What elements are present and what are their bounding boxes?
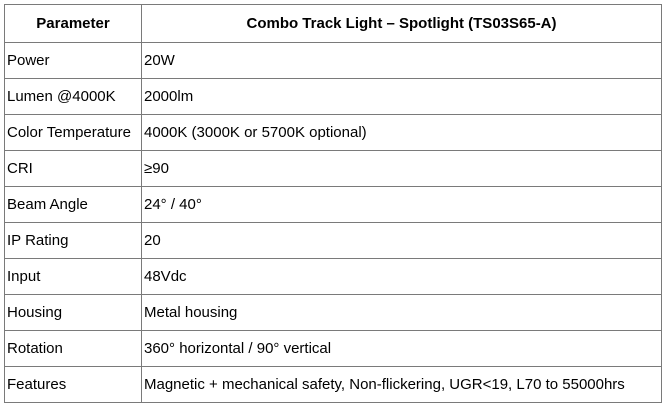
table-row: Rotation 360° horizontal / 90° vertical [4,330,662,367]
table-row: Power 20W [4,42,662,79]
param-value: 360° horizontal / 90° vertical [141,330,662,367]
param-name: Housing [4,294,142,331]
table-row: Housing Metal housing [4,294,662,331]
table-row: IP Rating 20 [4,222,662,259]
param-value: ≥90 [141,150,662,187]
spec-table: Parameter Combo Track Light – Spotlight … [4,4,662,403]
param-value: 20 [141,222,662,259]
table-header-row: Parameter Combo Track Light – Spotlight … [4,4,662,43]
table-row: Lumen @4000K 2000lm [4,78,662,115]
param-value: 48Vdc [141,258,662,295]
param-value: 4000K (3000K or 5700K optional) [141,114,662,151]
param-name: Power [4,42,142,79]
param-value: 20W [141,42,662,79]
header-parameter: Parameter [4,4,142,43]
param-name: Lumen @4000K [4,78,142,115]
param-value: 2000lm [141,78,662,115]
table-row: Input 48Vdc [4,258,662,295]
param-name: Features [4,366,142,403]
param-name: Input [4,258,142,295]
param-name: CRI [4,150,142,187]
param-name: IP Rating [4,222,142,259]
param-value: 24° / 40° [141,186,662,223]
table-row: CRI ≥90 [4,150,662,187]
param-name: Beam Angle [4,186,142,223]
param-value: Magnetic + mechanical safety, Non-flicke… [141,366,662,403]
param-value: Metal housing [141,294,662,331]
table-row: Color Temperature 4000K (3000K or 5700K … [4,114,662,151]
header-product: Combo Track Light – Spotlight (TS03S65-A… [141,4,662,43]
table-row: Features Magnetic + mechanical safety, N… [4,366,662,403]
table-row: Beam Angle 24° / 40° [4,186,662,223]
param-name: Rotation [4,330,142,367]
param-name: Color Temperature [4,114,142,151]
